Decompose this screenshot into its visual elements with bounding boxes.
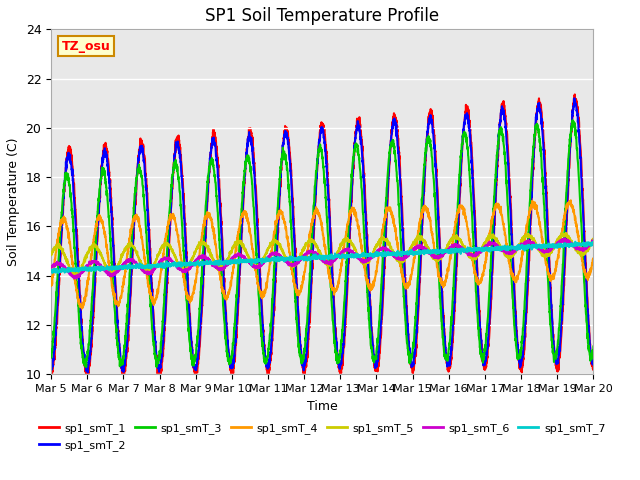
Legend: sp1_smT_1, sp1_smT_2, sp1_smT_3, sp1_smT_4, sp1_smT_5, sp1_smT_6, sp1_smT_7: sp1_smT_1, sp1_smT_2, sp1_smT_3, sp1_smT… — [35, 419, 610, 455]
Title: SP1 Soil Temperature Profile: SP1 Soil Temperature Profile — [205, 7, 439, 25]
X-axis label: Time: Time — [307, 400, 338, 413]
Text: TZ_osu: TZ_osu — [62, 40, 111, 53]
Y-axis label: Soil Temperature (C): Soil Temperature (C) — [7, 138, 20, 266]
